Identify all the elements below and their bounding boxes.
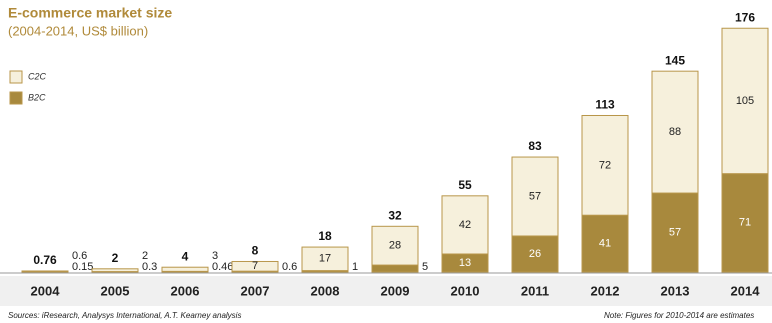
- legend-swatch: [9, 91, 23, 105]
- total-label: 32: [388, 208, 402, 222]
- bar-segment: [581, 114, 629, 216]
- value-label: 88: [669, 126, 681, 138]
- x-tick-label: 2011: [521, 283, 549, 298]
- value-label: 2: [142, 250, 148, 262]
- chart-subtitle: (2004-2014, US$ billion): [8, 23, 148, 38]
- total-label: 8: [252, 244, 259, 258]
- value-label: 17: [319, 253, 331, 265]
- x-tick-label: 2009: [381, 283, 410, 298]
- chart-title: E-commerce market size: [8, 5, 172, 21]
- bar-segment: [721, 173, 769, 273]
- value-label: 0.6: [72, 250, 87, 262]
- x-tick-label: 2006: [171, 283, 200, 298]
- total-label: 176: [735, 10, 755, 24]
- total-label: 83: [528, 139, 542, 153]
- total-label: 2: [112, 251, 119, 265]
- x-tick-label: 2013: [661, 283, 690, 298]
- axis-band: [0, 276, 772, 306]
- bar-segment: [441, 195, 489, 255]
- value-label: 0.46: [212, 261, 233, 273]
- total-label: 145: [665, 53, 685, 67]
- value-label: 0.15: [72, 261, 93, 273]
- value-label: 105: [736, 95, 754, 107]
- x-tick-label: 2007: [241, 283, 270, 298]
- source: Sources: iResearch, Analysys Internation…: [8, 311, 241, 320]
- value-label: 42: [459, 219, 471, 231]
- bar-segment: [371, 264, 419, 273]
- x-tick-label: 2004: [31, 283, 61, 298]
- value-label: 0.6: [282, 261, 297, 273]
- value-label: 7: [252, 260, 258, 272]
- note: Note: Figures for 2010-2014 are estimate…: [604, 311, 754, 320]
- x-tick-label: 2008: [311, 283, 340, 298]
- total-label: 4: [182, 249, 189, 263]
- x-tick-label: 2010: [451, 283, 480, 298]
- x-tick-label: 2014: [731, 283, 761, 298]
- bar-segment: [161, 266, 209, 272]
- value-label: 5: [422, 261, 428, 273]
- value-label: 3: [212, 250, 218, 262]
- bar-segment: [21, 270, 69, 273]
- bar-segment: [651, 70, 699, 194]
- value-label: 1: [352, 261, 358, 273]
- bar-segment: [301, 246, 349, 272]
- value-label: 72: [599, 159, 611, 171]
- value-label: 13: [459, 257, 471, 269]
- bar-segment: [91, 268, 139, 273]
- bar-segment: [651, 192, 699, 273]
- legend-label: B2C: [28, 92, 46, 102]
- value-label: 41: [599, 238, 611, 250]
- value-label: 71: [739, 217, 751, 229]
- bar-segment: [231, 260, 279, 272]
- legend-swatch: [9, 70, 23, 84]
- total-label: 18: [318, 229, 332, 243]
- bar-segment: [581, 214, 629, 273]
- bar-segment: [511, 235, 559, 273]
- bar-segment: [371, 225, 419, 266]
- value-label: 0.3: [142, 261, 157, 273]
- value-label: 57: [529, 190, 541, 202]
- total-label: 0.76: [33, 253, 57, 267]
- total-label: 55: [458, 178, 472, 192]
- x-tick-label: 2012: [591, 283, 620, 298]
- total-label: 113: [595, 98, 615, 112]
- value-label: 57: [669, 226, 681, 238]
- value-label: 28: [389, 240, 401, 252]
- legend-label: C2C: [28, 71, 47, 81]
- x-tick-label: 2005: [101, 283, 130, 298]
- value-label: 26: [529, 248, 541, 260]
- bar-segment: [721, 27, 769, 175]
- bar-segment: [511, 156, 559, 237]
